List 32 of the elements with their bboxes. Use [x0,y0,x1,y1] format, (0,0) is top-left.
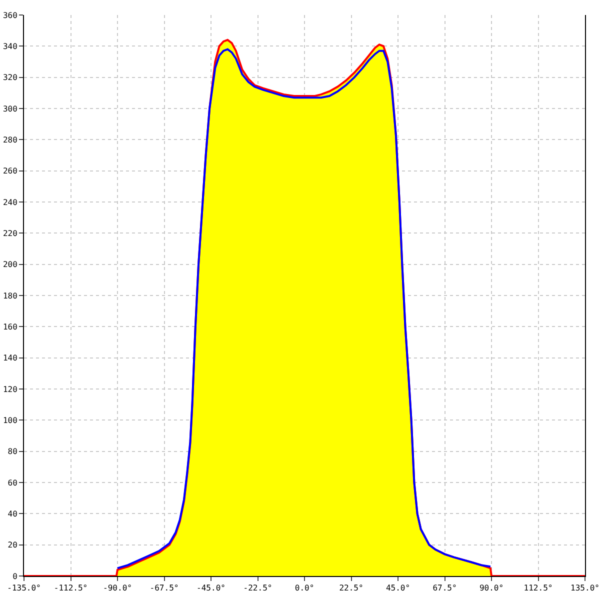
x-tick-label: 90.0° [479,584,504,593]
x-tick-label: -67.5° [150,584,179,593]
x-tick-label: -135.0° [7,584,41,593]
x-tick-label: -90.0° [103,584,132,593]
y-tick-label: 280 [2,135,18,144]
y-tick-label: 320 [2,73,18,82]
y-tick-label: 200 [2,260,18,270]
x-tick-label: 45.0° [386,584,410,593]
x-tick-label: 67.5° [432,584,457,593]
y-tick-label: 360 [2,10,18,20]
y-tick-label: 0 [12,572,18,581]
y-tick-label: 100 [2,416,18,425]
y-tick-label: 80 [8,447,18,456]
y-tick-label: 40 [8,509,18,518]
y-tick-label: 160 [2,322,18,332]
y-tick-label: 180 [2,291,18,300]
y-tick-label: 340 [2,42,18,51]
x-tick-label: -22.5° [243,584,272,593]
y-tick-label: 220 [2,228,18,238]
y-tick-label: 140 [2,354,18,363]
y-tick-label: 260 [2,166,18,176]
y-tick-label: 60 [8,478,18,488]
y-tick-label: 20 [8,540,18,550]
x-tick-label: -45.0° [196,584,226,593]
x-tick-label: -112.5° [54,584,88,593]
y-tick-label: 300 [2,104,18,114]
x-tick-label: 135.0° [570,584,600,593]
x-tick-label: 112.5° [524,584,553,593]
y-tick-label: 240 [2,198,18,207]
y-tick-label: 120 [2,384,18,394]
x-tick-label: 22.5° [339,584,364,593]
x-tick-label: 0.0° [294,584,314,593]
